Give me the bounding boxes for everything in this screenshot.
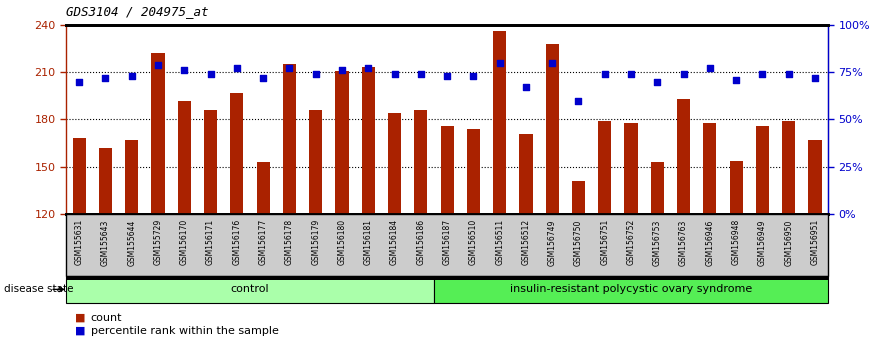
Point	[72, 79, 86, 84]
Point	[624, 71, 638, 77]
Point	[256, 75, 270, 81]
Text: GSM156750: GSM156750	[574, 219, 583, 266]
Point	[703, 65, 717, 71]
Text: percentile rank within the sample: percentile rank within the sample	[91, 326, 278, 336]
Text: GSM156948: GSM156948	[731, 219, 741, 266]
Point	[808, 75, 822, 81]
Text: GSM156184: GSM156184	[390, 219, 399, 265]
Text: GSM156180: GSM156180	[337, 219, 346, 265]
Bar	[651, 162, 664, 214]
Bar	[152, 53, 165, 214]
Bar	[178, 101, 191, 214]
Point	[519, 85, 533, 90]
Point	[677, 71, 691, 77]
Bar	[520, 134, 532, 214]
Point	[361, 65, 375, 71]
Point	[466, 73, 480, 79]
Text: GSM155631: GSM155631	[75, 219, 84, 266]
Text: disease state: disease state	[4, 284, 74, 295]
Bar	[598, 121, 611, 214]
Bar	[72, 138, 85, 214]
Text: GSM156749: GSM156749	[548, 219, 557, 266]
Bar	[703, 122, 716, 214]
Point	[755, 71, 769, 77]
Bar	[677, 99, 690, 214]
Point	[781, 71, 796, 77]
Point	[388, 71, 402, 77]
Text: GSM156177: GSM156177	[259, 219, 268, 266]
Text: GSM156176: GSM156176	[233, 219, 241, 266]
Bar	[467, 129, 480, 214]
Text: GSM156752: GSM156752	[626, 219, 635, 266]
Text: GSM156179: GSM156179	[311, 219, 320, 266]
Bar	[493, 31, 507, 214]
Text: GSM156187: GSM156187	[442, 219, 452, 265]
Text: GSM156181: GSM156181	[364, 219, 373, 265]
Bar	[256, 162, 270, 214]
Bar	[362, 67, 374, 214]
Point	[204, 71, 218, 77]
Bar	[230, 93, 243, 214]
Point	[572, 98, 586, 103]
Text: GSM156951: GSM156951	[811, 219, 819, 266]
Point	[99, 75, 113, 81]
Bar	[440, 126, 454, 214]
Bar	[756, 126, 769, 214]
Text: control: control	[231, 284, 270, 295]
Bar	[414, 110, 427, 214]
Point	[151, 62, 165, 67]
Bar	[572, 181, 585, 214]
Bar	[99, 148, 112, 214]
Point	[308, 71, 322, 77]
Bar	[809, 140, 822, 214]
Point	[492, 60, 507, 65]
Text: GSM156171: GSM156171	[206, 219, 215, 265]
Point	[440, 73, 455, 79]
Point	[283, 65, 297, 71]
Text: GSM156946: GSM156946	[706, 219, 714, 266]
Bar	[125, 140, 138, 214]
Text: GSM156510: GSM156510	[469, 219, 478, 266]
Text: GSM156170: GSM156170	[180, 219, 189, 266]
Bar	[336, 70, 349, 214]
Point	[177, 67, 191, 73]
Bar	[283, 64, 296, 214]
Text: GSM156763: GSM156763	[679, 219, 688, 266]
Text: GSM155644: GSM155644	[127, 219, 137, 266]
Text: GDS3104 / 204975_at: GDS3104 / 204975_at	[66, 5, 209, 18]
Point	[597, 71, 611, 77]
Bar	[388, 113, 401, 214]
Text: ■: ■	[75, 313, 85, 322]
Point	[729, 77, 744, 82]
Bar	[625, 122, 638, 214]
Text: count: count	[91, 313, 122, 322]
Text: insulin-resistant polycystic ovary syndrome: insulin-resistant polycystic ovary syndr…	[510, 284, 752, 295]
Text: GSM156512: GSM156512	[522, 219, 530, 265]
Text: GSM156178: GSM156178	[285, 219, 294, 265]
Point	[335, 67, 349, 73]
Text: GSM155643: GSM155643	[101, 219, 110, 266]
Text: GSM156950: GSM156950	[784, 219, 793, 266]
Bar	[729, 160, 743, 214]
Point	[650, 79, 664, 84]
Text: GSM155729: GSM155729	[153, 219, 163, 266]
Text: GSM156186: GSM156186	[417, 219, 426, 265]
Bar	[782, 121, 796, 214]
Point	[414, 71, 428, 77]
Point	[545, 60, 559, 65]
Text: GSM156511: GSM156511	[495, 219, 504, 265]
Point	[125, 73, 139, 79]
Bar	[204, 110, 218, 214]
Text: GSM156753: GSM156753	[653, 219, 662, 266]
Bar	[545, 44, 559, 214]
Text: GSM156751: GSM156751	[600, 219, 610, 266]
Bar	[309, 110, 322, 214]
Text: ■: ■	[75, 326, 85, 336]
Text: GSM156949: GSM156949	[758, 219, 767, 266]
Point	[230, 65, 244, 71]
